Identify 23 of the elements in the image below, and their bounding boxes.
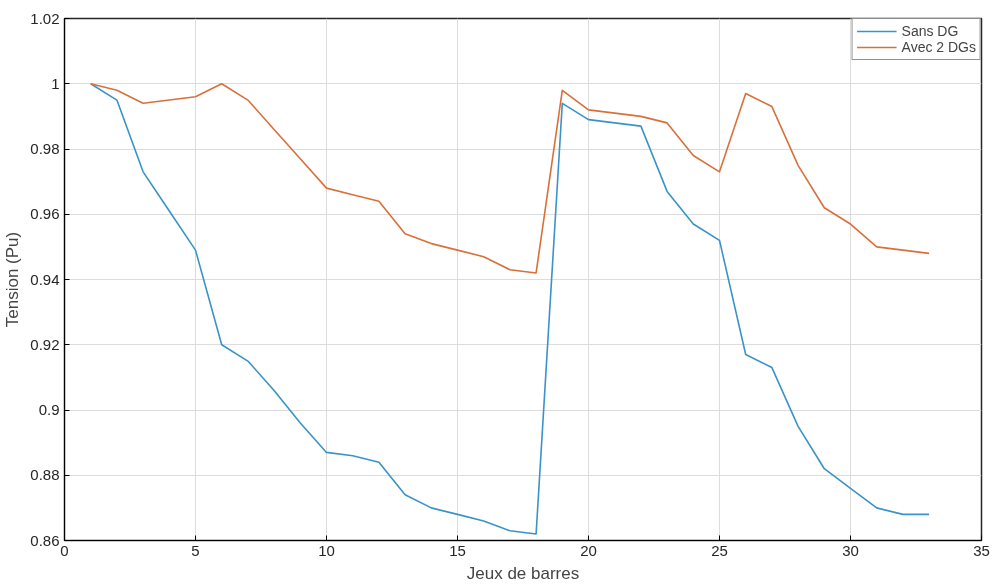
y-axis-title: Tension (Pu) [3,231,23,328]
y-tick-label: 0.86 [30,531,60,549]
y-tick-label: 0.88 [30,466,60,484]
x-tick-label: 35 [973,541,990,559]
x-tick-label: 10 [318,541,335,559]
y-tick-label: 0.92 [30,335,60,353]
line-series [89,82,930,535]
y-tick-label: 1 [51,74,60,92]
y-tick-label: 0.98 [30,140,60,157]
y-tick-label: 0.9 [38,401,60,418]
x-tick-label: 20 [580,541,597,559]
legend-label: Sans DG [901,23,959,39]
x-axis-title: Jeux de barres [466,563,580,583]
y-tick-label: 1.02 [30,9,60,27]
legend-label: Avec 2 DGs [901,39,976,55]
x-tick-label: 0 [60,541,69,559]
x-tick-label: 25 [711,541,728,559]
x-tick-label: 15 [449,541,466,559]
y-tick-label: 0.94 [30,270,60,288]
line-series [89,82,930,274]
x-tick-label: 5 [191,541,200,559]
x-tick-label: 30 [842,541,859,559]
y-tick-label: 0.96 [30,205,60,223]
